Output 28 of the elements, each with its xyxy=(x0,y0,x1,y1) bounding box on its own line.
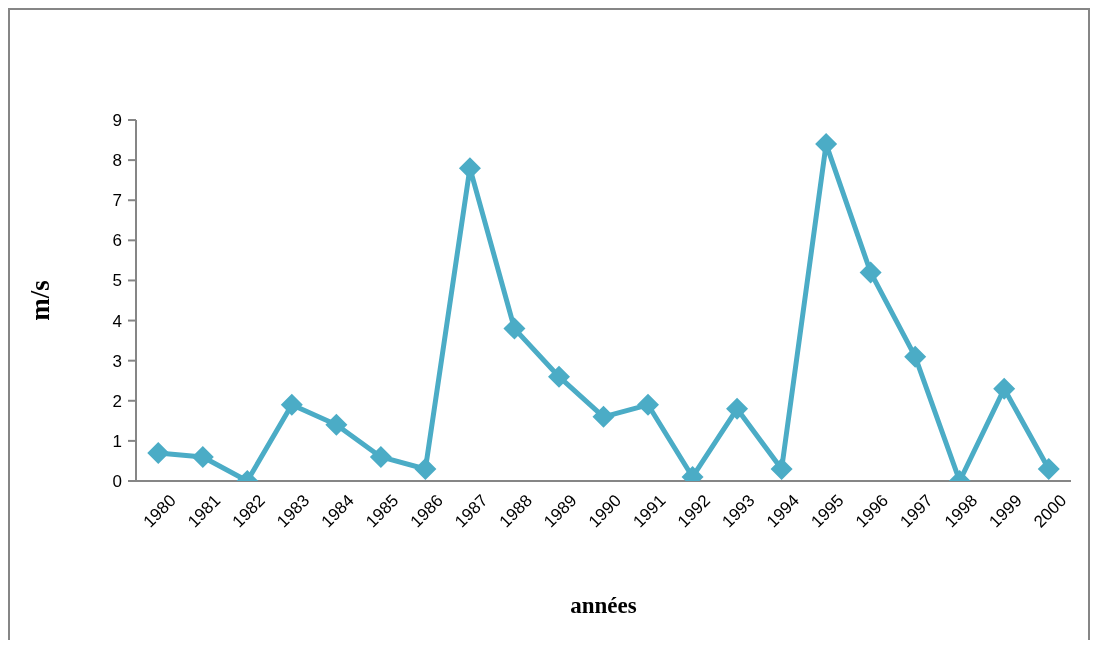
y-tick-label: 3 xyxy=(112,351,122,371)
point xyxy=(503,317,526,340)
point xyxy=(770,457,793,480)
y-tick-label: 0 xyxy=(112,472,122,492)
point xyxy=(325,413,348,436)
point xyxy=(280,393,303,416)
point xyxy=(859,261,882,284)
y-tick-label: 5 xyxy=(112,271,122,291)
point xyxy=(547,365,570,388)
x-axis-title: années xyxy=(570,592,637,618)
point xyxy=(147,441,170,464)
y-tick-label: 7 xyxy=(112,191,122,211)
y-tick-label: 6 xyxy=(112,231,122,251)
point xyxy=(369,445,392,468)
y-tick-label: 4 xyxy=(112,311,122,331)
point xyxy=(726,397,749,420)
y-tick-label: 1 xyxy=(112,431,122,451)
y-tick-label: 8 xyxy=(112,151,122,171)
y-tick-label: 9 xyxy=(112,111,122,131)
point xyxy=(637,393,660,416)
point xyxy=(592,405,615,428)
point xyxy=(191,445,214,468)
y-tick-label: 2 xyxy=(112,391,122,411)
point xyxy=(993,377,1016,400)
point xyxy=(414,457,437,480)
point xyxy=(1037,457,1060,480)
y-axis-title: m/s xyxy=(25,280,55,321)
point xyxy=(904,345,927,368)
